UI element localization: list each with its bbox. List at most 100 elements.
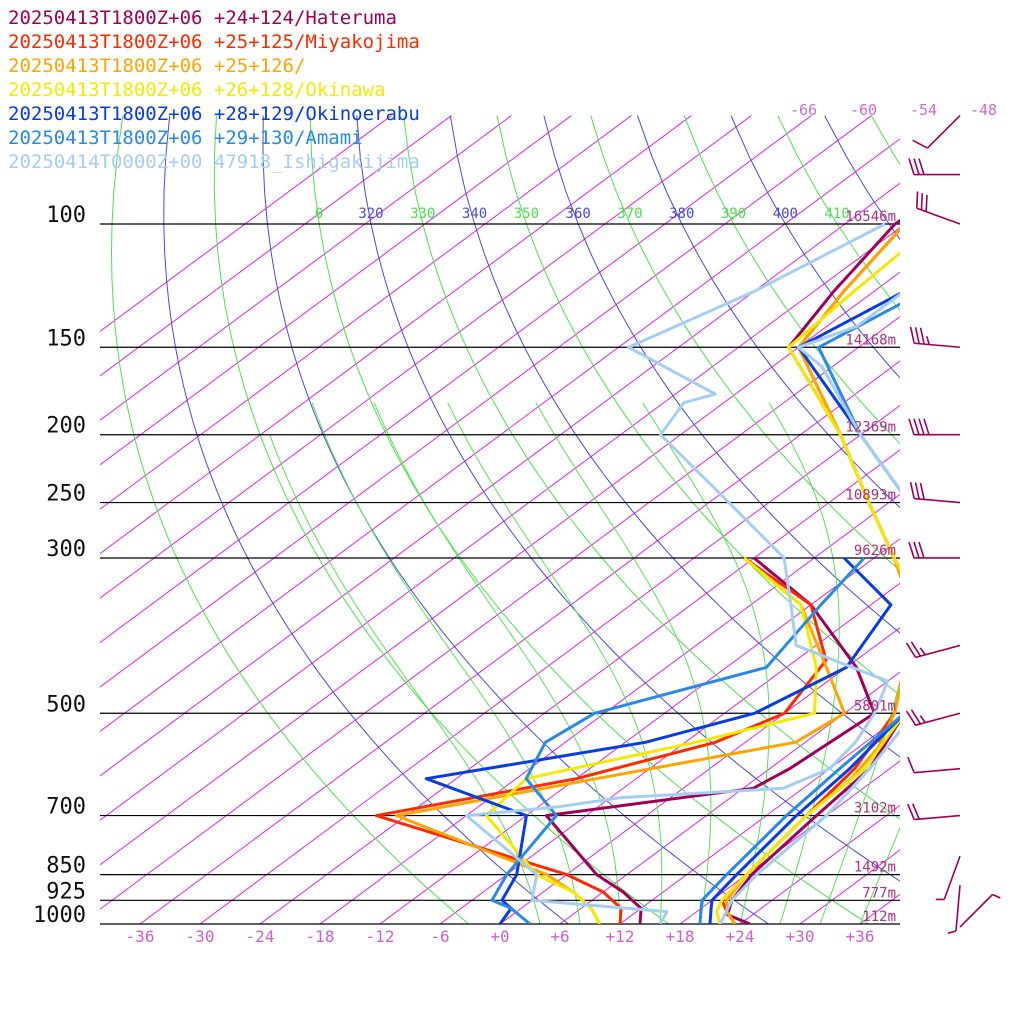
legend-entry: 20250413T1800Z+06 +29+130/Amami xyxy=(8,127,363,149)
height-label: 3102m xyxy=(854,801,896,817)
isotherm-line xyxy=(100,115,512,421)
isotherm-line xyxy=(799,849,900,924)
legend-entry: 20250413T1800Z+06 +25+126/ xyxy=(8,55,305,77)
dry-adiabat-line xyxy=(110,115,470,924)
height-label: 777m xyxy=(862,885,896,901)
temperature-tick-label: +12 xyxy=(606,927,635,946)
height-label: 16546m xyxy=(845,209,896,225)
isotherm-line xyxy=(100,138,900,733)
moist-adiabat-line xyxy=(859,826,900,924)
theta-label: 380 xyxy=(669,206,694,222)
moist-adiabat-line xyxy=(269,434,541,924)
dry-adiabat-line xyxy=(403,115,900,820)
isotherm-line xyxy=(679,760,900,924)
wind-barb xyxy=(935,855,961,901)
temperature-profile-line xyxy=(698,302,900,924)
moist-adiabat-line xyxy=(535,402,712,924)
moist-adiabat-line xyxy=(768,402,840,924)
isotherm-label: -48 xyxy=(970,101,997,119)
temperature-tick-label: -24 xyxy=(246,927,275,946)
theta-label: 320 xyxy=(358,206,383,222)
isotherm-line xyxy=(379,538,900,924)
isotherm-line xyxy=(259,449,900,924)
theta-label: 340 xyxy=(462,206,487,222)
height-label: 5801m xyxy=(854,698,896,714)
wind-barb xyxy=(908,418,960,436)
temperature-tick-label: +36 xyxy=(846,927,875,946)
pressure-label: 500 xyxy=(46,692,86,717)
temperature-tick-label: +24 xyxy=(726,927,755,946)
isotherm-line xyxy=(100,271,900,866)
pressure-label: 300 xyxy=(46,537,86,562)
pressure-label: 700 xyxy=(46,795,86,820)
axis-labels: -66 -60 -54 -48 0 320 330 340 350 360 370 380 390 400… xyxy=(33,101,997,946)
temperature-tick-label: -6 xyxy=(430,927,449,946)
pressure-label: 100 xyxy=(46,203,86,228)
theta-label: 350 xyxy=(514,206,539,222)
legend-entry: 20250413T1800Z+06 +26+128/Okinawa xyxy=(8,79,386,101)
isotherm-line xyxy=(199,404,900,924)
temperature-tick-label: -12 xyxy=(366,927,395,946)
height-label: 10893m xyxy=(845,488,896,504)
height-label: 112m xyxy=(862,909,896,925)
isotherm-line xyxy=(100,115,692,555)
dewpoint-profile-line xyxy=(490,556,866,924)
temperature-tick-label: +30 xyxy=(786,927,815,946)
temperature-tick-label: +6 xyxy=(550,927,569,946)
isotherm-line xyxy=(100,182,900,777)
isotherm-line xyxy=(100,115,752,599)
dewpoint-profile-line xyxy=(464,222,890,924)
dry-adiabat-line xyxy=(262,115,770,924)
isotherm-line xyxy=(100,115,392,333)
dry-adiabat-line xyxy=(163,115,570,924)
temperature-tick-label: +18 xyxy=(666,927,695,946)
dry-adiabat-lines xyxy=(110,115,1024,939)
isotherm-line xyxy=(100,315,900,910)
wind-barbs xyxy=(905,115,1001,935)
wind-barb xyxy=(909,482,961,504)
temperature-profile-line xyxy=(726,218,900,924)
pressure-label: 850 xyxy=(46,854,86,879)
moist-adiabat-line xyxy=(373,402,621,924)
moist-adiabat-line xyxy=(311,402,581,924)
isotherm-line xyxy=(619,715,900,924)
isotherm-line xyxy=(100,115,632,510)
dewpoint-profile-line xyxy=(424,556,893,924)
dewpoint-profile-line xyxy=(544,556,876,924)
wind-barb xyxy=(907,803,961,821)
dry-adiabat-line xyxy=(637,115,900,509)
dry-adiabat-line xyxy=(543,115,900,634)
wind-barb xyxy=(909,326,961,349)
isotherm-line xyxy=(100,115,572,466)
isotherm-label: -54 xyxy=(910,101,937,119)
isotherm-lines xyxy=(100,115,900,924)
wind-barb xyxy=(947,885,961,935)
dry-adiabat-line xyxy=(496,115,900,696)
dry-adiabat-line xyxy=(309,115,870,924)
wind-barb xyxy=(908,541,960,559)
moist-adiabat-line xyxy=(819,679,900,924)
isotherm-line xyxy=(559,671,900,924)
dry-adiabat-line xyxy=(918,116,1024,939)
temperature-profile-line xyxy=(708,291,900,924)
isotherm-line xyxy=(139,360,900,924)
sounding-profiles xyxy=(374,218,900,924)
theta-label: 400 xyxy=(773,206,798,222)
temperature-tick-label: +0 xyxy=(490,927,509,946)
temperature-profile-line xyxy=(715,251,900,924)
wind-barb xyxy=(905,709,961,726)
dry-adiabat-line xyxy=(213,115,670,924)
dewpoint-profile-line xyxy=(374,556,828,924)
isotherm-label: -60 xyxy=(850,101,877,119)
dry-adiabat-line xyxy=(356,115,900,882)
isotherm-line xyxy=(100,115,452,377)
pressure-label: 200 xyxy=(46,414,86,439)
theta-label: 390 xyxy=(721,206,746,222)
legend-entry: 20250413T1800Z+06 +24+124/Hateruma xyxy=(8,7,397,29)
wind-barb xyxy=(907,756,961,774)
pressure-label: 150 xyxy=(46,326,86,351)
theta-label: 410 xyxy=(825,206,850,222)
legend-entry: 20250413T1800Z+06 +25+125/Miyakojima xyxy=(8,31,420,53)
isotherm-line xyxy=(100,115,872,688)
